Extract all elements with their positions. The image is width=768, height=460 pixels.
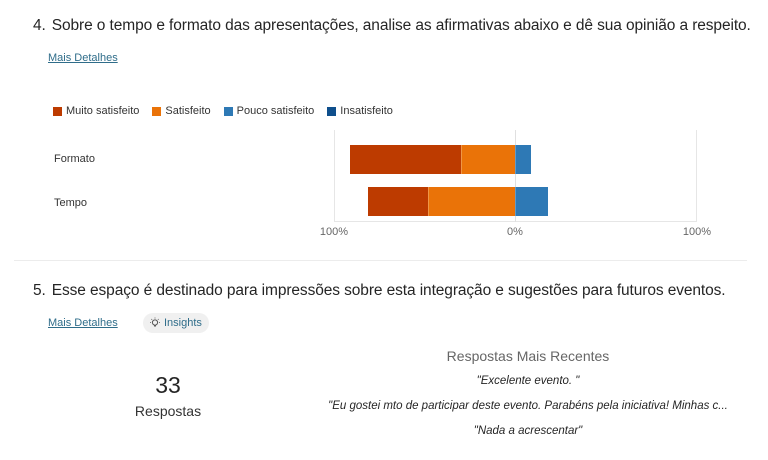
bar-segment-muito-satisfeito[interactable] — [350, 145, 461, 174]
recent-response-item: "Eu gostei mto de participar deste event… — [328, 400, 728, 412]
legend-label: Muito satisfeito — [66, 105, 140, 117]
response-count-label: Respostas — [134, 403, 202, 419]
lightbulb-icon — [150, 317, 160, 327]
legend-label: Insatisfeito — [340, 105, 393, 117]
legend-label: Pouco satisfeito — [236, 105, 315, 117]
bar-row-formato — [350, 145, 532, 174]
legend-item-insatisfeito[interactable]: Insatisfeito — [327, 105, 393, 117]
legend-swatch-icon — [223, 106, 233, 116]
question-5-title: 5. Esse espaço é destinado para impressõe… — [33, 282, 726, 300]
zero-axis-line — [515, 130, 516, 222]
more-details-link-q4[interactable]: Mais Detalhes — [48, 52, 118, 64]
insights-button[interactable]: Insights — [143, 313, 209, 333]
bar-segment-pouco-satisfeito[interactable] — [514, 145, 532, 174]
question-number: 4. — [33, 17, 46, 34]
section-divider — [14, 260, 747, 261]
row-label-formato: Formato — [54, 153, 95, 165]
bar-segment-muito-satisfeito[interactable] — [368, 187, 429, 216]
more-details-link-q5[interactable]: Mais Detalhes — [48, 317, 118, 329]
bar-segment-pouco-satisfeito[interactable] — [514, 187, 548, 216]
chart-legend: Muito satisfeito Satisfeito Pouco satisf… — [53, 105, 406, 117]
recent-response-item: "Nada a acrescentar" — [473, 425, 583, 437]
bar-row-tempo — [368, 187, 548, 216]
insights-label: Insights — [164, 317, 202, 329]
axis-tick-right: 100% — [682, 226, 712, 238]
legend-swatch-icon — [327, 106, 337, 116]
legend-swatch-icon — [152, 106, 162, 116]
question-text: Esse espaço é destinado para impressões … — [51, 282, 726, 299]
legend-swatch-icon — [53, 106, 62, 116]
legend-item-pouco-satisfeito[interactable]: Pouco satisfeito — [223, 105, 315, 117]
row-label-tempo: Tempo — [54, 197, 88, 209]
response-count: 33 — [155, 372, 181, 398]
axis-tick-zero: 0% — [507, 226, 523, 238]
bar-segment-satisfeito[interactable] — [428, 187, 515, 216]
question-number: 5. — [33, 282, 46, 299]
bar-segment-satisfeito[interactable] — [460, 145, 515, 174]
legend-item-satisfeito[interactable]: Satisfeito — [152, 105, 211, 117]
recent-response-item: "Excelente evento. " — [476, 375, 580, 387]
axis-tick-left: 100% — [319, 226, 349, 238]
question-text: Sobre o tempo e formato das apresentaçõe… — [51, 17, 751, 34]
question-4-title: 4. Sobre o tempo e formato das apresentaç… — [33, 17, 751, 35]
legend-label: Satisfeito — [165, 105, 211, 117]
legend-item-muito-satisfeito[interactable]: Muito satisfeito — [53, 105, 139, 117]
recent-responses-title: Respostas Mais Recentes — [446, 348, 610, 364]
